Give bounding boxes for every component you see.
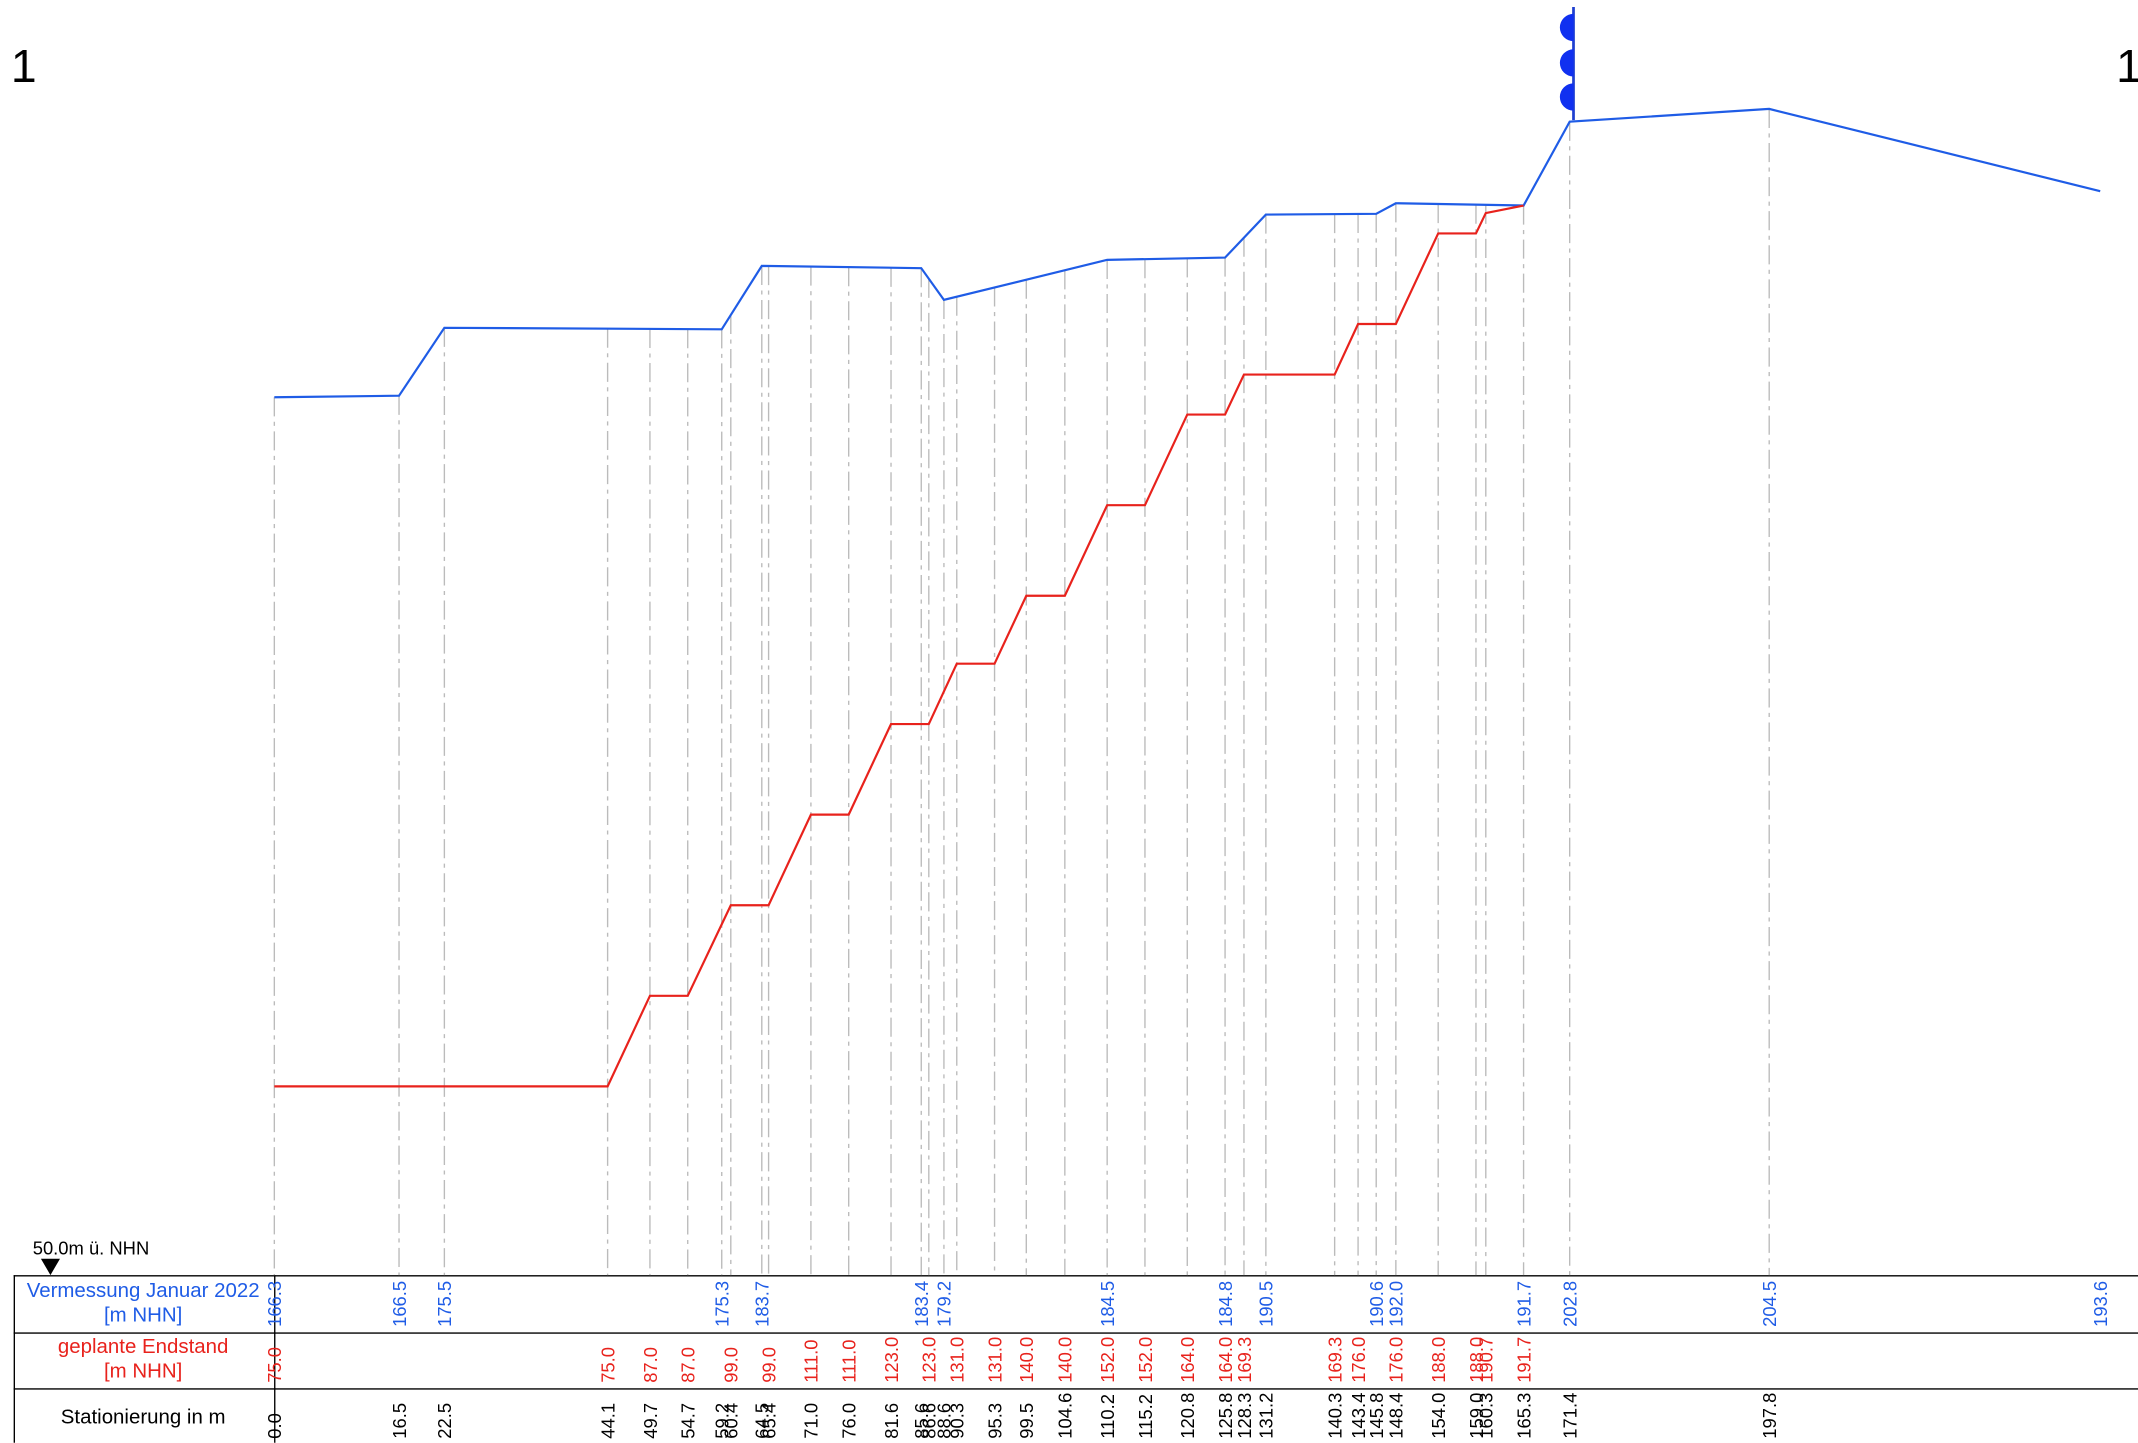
row-header-unit: [m NHN] [104, 1303, 182, 1326]
profile-line [274, 107, 2101, 399]
station-label: 99.5 [1016, 1403, 1037, 1439]
station-label: 171.4 [1559, 1393, 1580, 1439]
station-label: 197.8 [1759, 1393, 1780, 1439]
row-header: geplante Endstand [58, 1335, 228, 1358]
section-label: 1 [2116, 40, 2138, 92]
value-label: 123.0 [919, 1337, 940, 1383]
station-label: 160.3 [1476, 1393, 1497, 1439]
value-label: 111.0 [801, 1340, 822, 1383]
value-label: 164.0 [1215, 1337, 1236, 1383]
station-label: 165.3 [1513, 1393, 1534, 1439]
station-label: 143.4 [1348, 1393, 1369, 1439]
value-label: 176.0 [1386, 1337, 1407, 1383]
station-label: 120.8 [1177, 1393, 1198, 1439]
value-label: 175.5 [434, 1281, 455, 1327]
row-header: Stationierung in m [61, 1406, 226, 1429]
datum-marker [40, 1258, 60, 1276]
row-header: Vermessung Januar 2022 [27, 1279, 260, 1302]
station-label: 71.0 [801, 1403, 822, 1439]
value-label: 87.0 [640, 1347, 661, 1383]
value-label: 131.0 [947, 1337, 968, 1383]
station-label: 64.5 [752, 1403, 773, 1439]
station-label: 110.2 [1097, 1394, 1118, 1439]
value-label: 190.6 [1366, 1281, 1387, 1327]
value-label: 183.4 [911, 1281, 932, 1327]
value-label: 188.0 [1428, 1337, 1449, 1383]
value-label: 169.3 [1234, 1337, 1255, 1383]
value-label: 166.5 [389, 1281, 410, 1327]
station-label: 104.6 [1055, 1393, 1076, 1439]
value-label: 164.0 [1177, 1337, 1198, 1383]
value-label: 183.7 [752, 1281, 773, 1327]
value-label: 179.2 [934, 1281, 955, 1327]
station-label: 131.2 [1256, 1393, 1277, 1439]
value-label: 190.5 [1256, 1281, 1277, 1327]
station-label: 22.5 [434, 1403, 455, 1439]
station-label: 88.6 [934, 1403, 955, 1439]
value-label: 131.0 [984, 1337, 1005, 1383]
station-label: 145.8 [1366, 1393, 1387, 1439]
value-label: 99.0 [758, 1347, 779, 1383]
value-label: 184.5 [1097, 1281, 1118, 1327]
section-label: 1 [11, 40, 37, 92]
value-label: 166.3 [264, 1281, 285, 1327]
value-label: 75.0 [597, 1347, 618, 1383]
station-label: 16.5 [389, 1403, 410, 1439]
table [13, 1275, 2138, 1443]
value-label: 140.0 [1055, 1337, 1076, 1383]
value-label: 175.3 [712, 1281, 733, 1327]
station-label: 60.4 [721, 1403, 742, 1439]
station-label: 49.7 [640, 1403, 661, 1439]
value-label: 152.0 [1135, 1337, 1156, 1383]
station-label: 0.0 [264, 1413, 285, 1439]
station-label: 76.0 [839, 1403, 860, 1439]
value-label: 191.7 [1513, 1337, 1534, 1383]
station-label: 154.0 [1428, 1393, 1449, 1439]
value-label: 87.0 [678, 1347, 699, 1383]
station-label: 159.0 [1466, 1393, 1487, 1439]
value-label: 123.0 [881, 1337, 902, 1383]
station-label: 54.7 [678, 1403, 699, 1439]
section-marker [1559, 7, 1575, 121]
value-label: 192.0 [1386, 1281, 1407, 1327]
row-header-unit: [m NHN] [104, 1359, 182, 1382]
station-label: 125.8 [1215, 1393, 1236, 1439]
station-label: 44.1 [597, 1403, 618, 1439]
value-label: 190.7 [1476, 1337, 1497, 1383]
value-label: 99.0 [721, 1347, 742, 1383]
value-label: 184.8 [1215, 1281, 1236, 1327]
station-label: 59.2 [712, 1403, 733, 1439]
datum-label: 50.0m ü. NHN [33, 1238, 150, 1259]
station-label: 140.3 [1324, 1393, 1345, 1439]
profile-line [274, 204, 1524, 1088]
value-label: 193.6 [2090, 1281, 2111, 1327]
value-label: 169.3 [1324, 1337, 1345, 1383]
station-label: 128.3 [1234, 1393, 1255, 1439]
station-label: 86.6 [919, 1403, 940, 1439]
station-label: 65.4 [758, 1403, 779, 1439]
value-label: 111.0 [839, 1340, 860, 1383]
value-label: 140.0 [1016, 1337, 1037, 1383]
station-label: 115.2 [1135, 1394, 1156, 1439]
value-label: 188.0 [1466, 1337, 1487, 1383]
station-label: 95.3 [984, 1403, 1005, 1439]
station-label: 148.4 [1386, 1393, 1407, 1439]
value-label: 75.0 [264, 1347, 285, 1383]
value-label: 202.8 [1559, 1281, 1580, 1327]
station-label: 90.3 [947, 1403, 968, 1439]
value-label: 191.7 [1513, 1281, 1534, 1327]
value-label: 204.5 [1759, 1281, 1780, 1327]
value-label: 152.0 [1097, 1337, 1118, 1383]
value-label: 176.0 [1348, 1337, 1369, 1383]
station-label: 85.6 [911, 1403, 932, 1439]
station-label: 81.6 [881, 1403, 902, 1439]
